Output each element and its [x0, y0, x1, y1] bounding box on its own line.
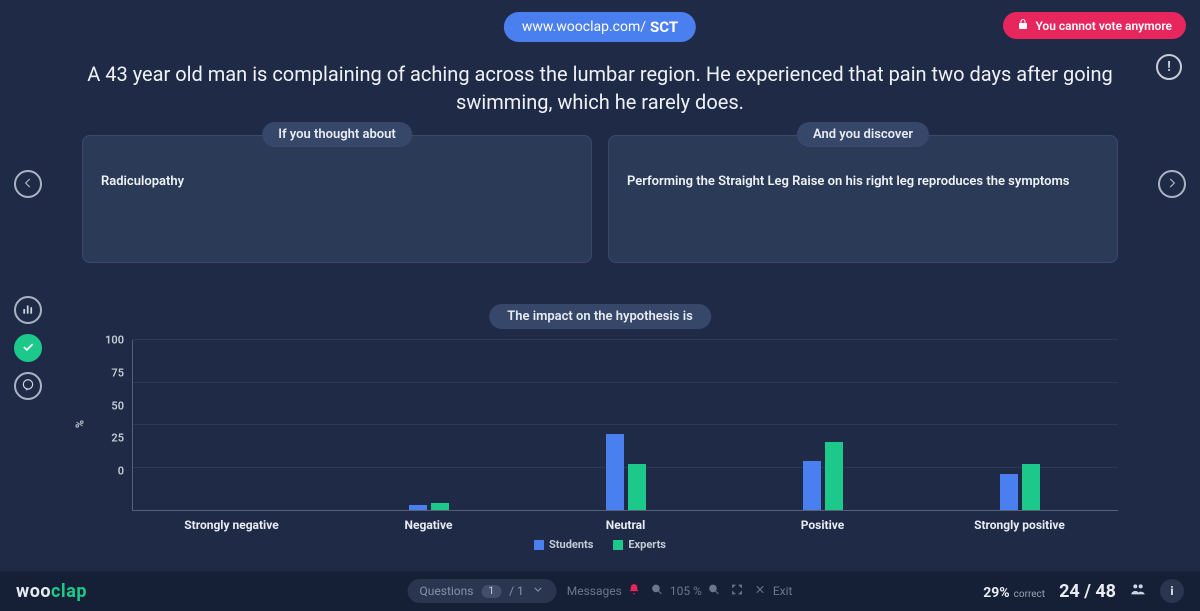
correct-pct: 29%	[983, 585, 1009, 601]
category-label: Strongly negative	[133, 518, 330, 532]
chart-legend: Students Experts	[534, 538, 666, 551]
prev-question-button[interactable]	[14, 170, 42, 198]
info-icon: !	[1167, 59, 1171, 75]
new-info-card-label: And you discover	[797, 122, 929, 147]
category-label: Positive	[724, 518, 921, 532]
category-group: Neutral	[527, 340, 724, 510]
y-axis-label: %	[74, 419, 87, 427]
chat-icon	[21, 377, 35, 396]
fullscreen-button[interactable]	[731, 583, 744, 599]
y-tick-label: 75	[111, 366, 124, 379]
new-info-card-body: Performing the Straight Leg Raise on his…	[627, 174, 1099, 189]
y-tick-label: 25	[111, 432, 124, 445]
questions-total: / 1	[509, 584, 524, 598]
bar-students	[409, 505, 427, 510]
y-axis: % 0255075100	[82, 336, 128, 511]
y-tick-label: 100	[105, 334, 124, 347]
legend-experts: Experts	[613, 538, 666, 551]
zoom-level: 105 %	[670, 584, 702, 598]
category-label: Neutral	[527, 518, 724, 532]
lock-icon	[1017, 18, 1029, 33]
people-icon	[1130, 581, 1146, 601]
footer-info-button[interactable]: i	[1160, 579, 1184, 603]
next-question-button[interactable]	[1158, 170, 1186, 198]
check-icon	[21, 339, 35, 358]
question-text: A 43 year old man is complaining of achi…	[60, 60, 1140, 116]
y-tick-label: 0	[118, 465, 124, 478]
category-group: Positive	[724, 340, 921, 510]
swatch-icon	[613, 540, 623, 550]
show-answers-button[interactable]	[14, 334, 42, 362]
footer-right: 29% correct 24 / 48 i	[983, 579, 1184, 603]
arrow-left-icon	[21, 175, 35, 194]
voting-closed-badge: You cannot vote anymore	[1003, 12, 1186, 39]
messages-footer-button[interactable]: Messages	[567, 583, 641, 599]
legend-experts-label: Experts	[628, 538, 666, 551]
bar-experts	[628, 464, 646, 510]
bar-students	[606, 434, 624, 511]
category-label: Strongly positive	[921, 518, 1118, 532]
correct-word: correct	[1014, 589, 1045, 600]
category-group: Strongly negative	[133, 340, 330, 510]
exit-button[interactable]: Exit	[754, 583, 793, 599]
bar-students	[803, 461, 821, 510]
swatch-icon	[534, 540, 544, 550]
url-code: SCT	[650, 18, 678, 36]
info-icon: i	[1170, 584, 1173, 598]
new-info-card: And you discover Performing the Straight…	[608, 135, 1118, 263]
wooclap-logo[interactable]: wooclap	[16, 581, 87, 602]
logo-woo: woo	[16, 581, 51, 602]
bar-students	[1000, 474, 1018, 510]
bar-experts	[431, 503, 449, 510]
category-group: Strongly positive	[921, 340, 1118, 510]
y-tick-label: 50	[111, 399, 124, 412]
bar-experts	[1022, 464, 1040, 510]
bar-chart-icon	[21, 301, 35, 320]
legend-students-label: Students	[549, 538, 593, 551]
category-label: Negative	[330, 518, 527, 532]
voting-closed-label: You cannot vote anymore	[1035, 19, 1172, 33]
url-prefix: www.wooclap.com/	[522, 19, 646, 35]
exit-label: Exit	[773, 584, 793, 598]
plot-area: Strongly negativeNegativeNeutralPositive…	[132, 340, 1118, 511]
chevron-down-icon	[532, 583, 545, 599]
hypothesis-card-label: If you thought about	[262, 122, 412, 147]
category-group: Negative	[330, 340, 527, 510]
question-info-button[interactable]: !	[1156, 54, 1182, 80]
hypothesis-card-body: Radiculopathy	[101, 174, 573, 189]
bar-experts	[825, 442, 843, 510]
chart-title: The impact on the hypothesis is	[489, 304, 711, 329]
results-chart: % 0255075100 Strongly negativeNegativeNe…	[82, 336, 1118, 551]
messages-button[interactable]	[14, 372, 42, 400]
legend-students: Students	[534, 538, 593, 551]
results-chart-button[interactable]	[14, 296, 42, 324]
footer-center: Questions 1 / 1 Messages 105 %	[408, 579, 793, 603]
voters-count: 24 / 48	[1059, 581, 1116, 602]
sct-cards: If you thought about Radiculopathy And y…	[82, 135, 1118, 263]
bell-icon	[628, 583, 641, 599]
messages-label: Messages	[567, 584, 622, 598]
arrow-right-icon	[1165, 175, 1179, 194]
questions-nav-button[interactable]: Questions 1 / 1	[408, 579, 557, 603]
event-url-pill[interactable]: www.wooclap.com/ SCT	[504, 12, 696, 42]
hypothesis-card: If you thought about Radiculopathy	[82, 135, 592, 263]
side-controls	[14, 296, 42, 400]
logo-clap: clap	[51, 581, 87, 602]
footer-bar: wooclap Questions 1 / 1 Messages 105 %	[0, 571, 1200, 611]
questions-label: Questions	[420, 584, 474, 598]
exit-icon	[754, 583, 767, 599]
questions-current: 1	[481, 585, 501, 598]
zoom-out-button[interactable]	[651, 583, 664, 599]
zoom-in-button[interactable]	[708, 583, 721, 599]
